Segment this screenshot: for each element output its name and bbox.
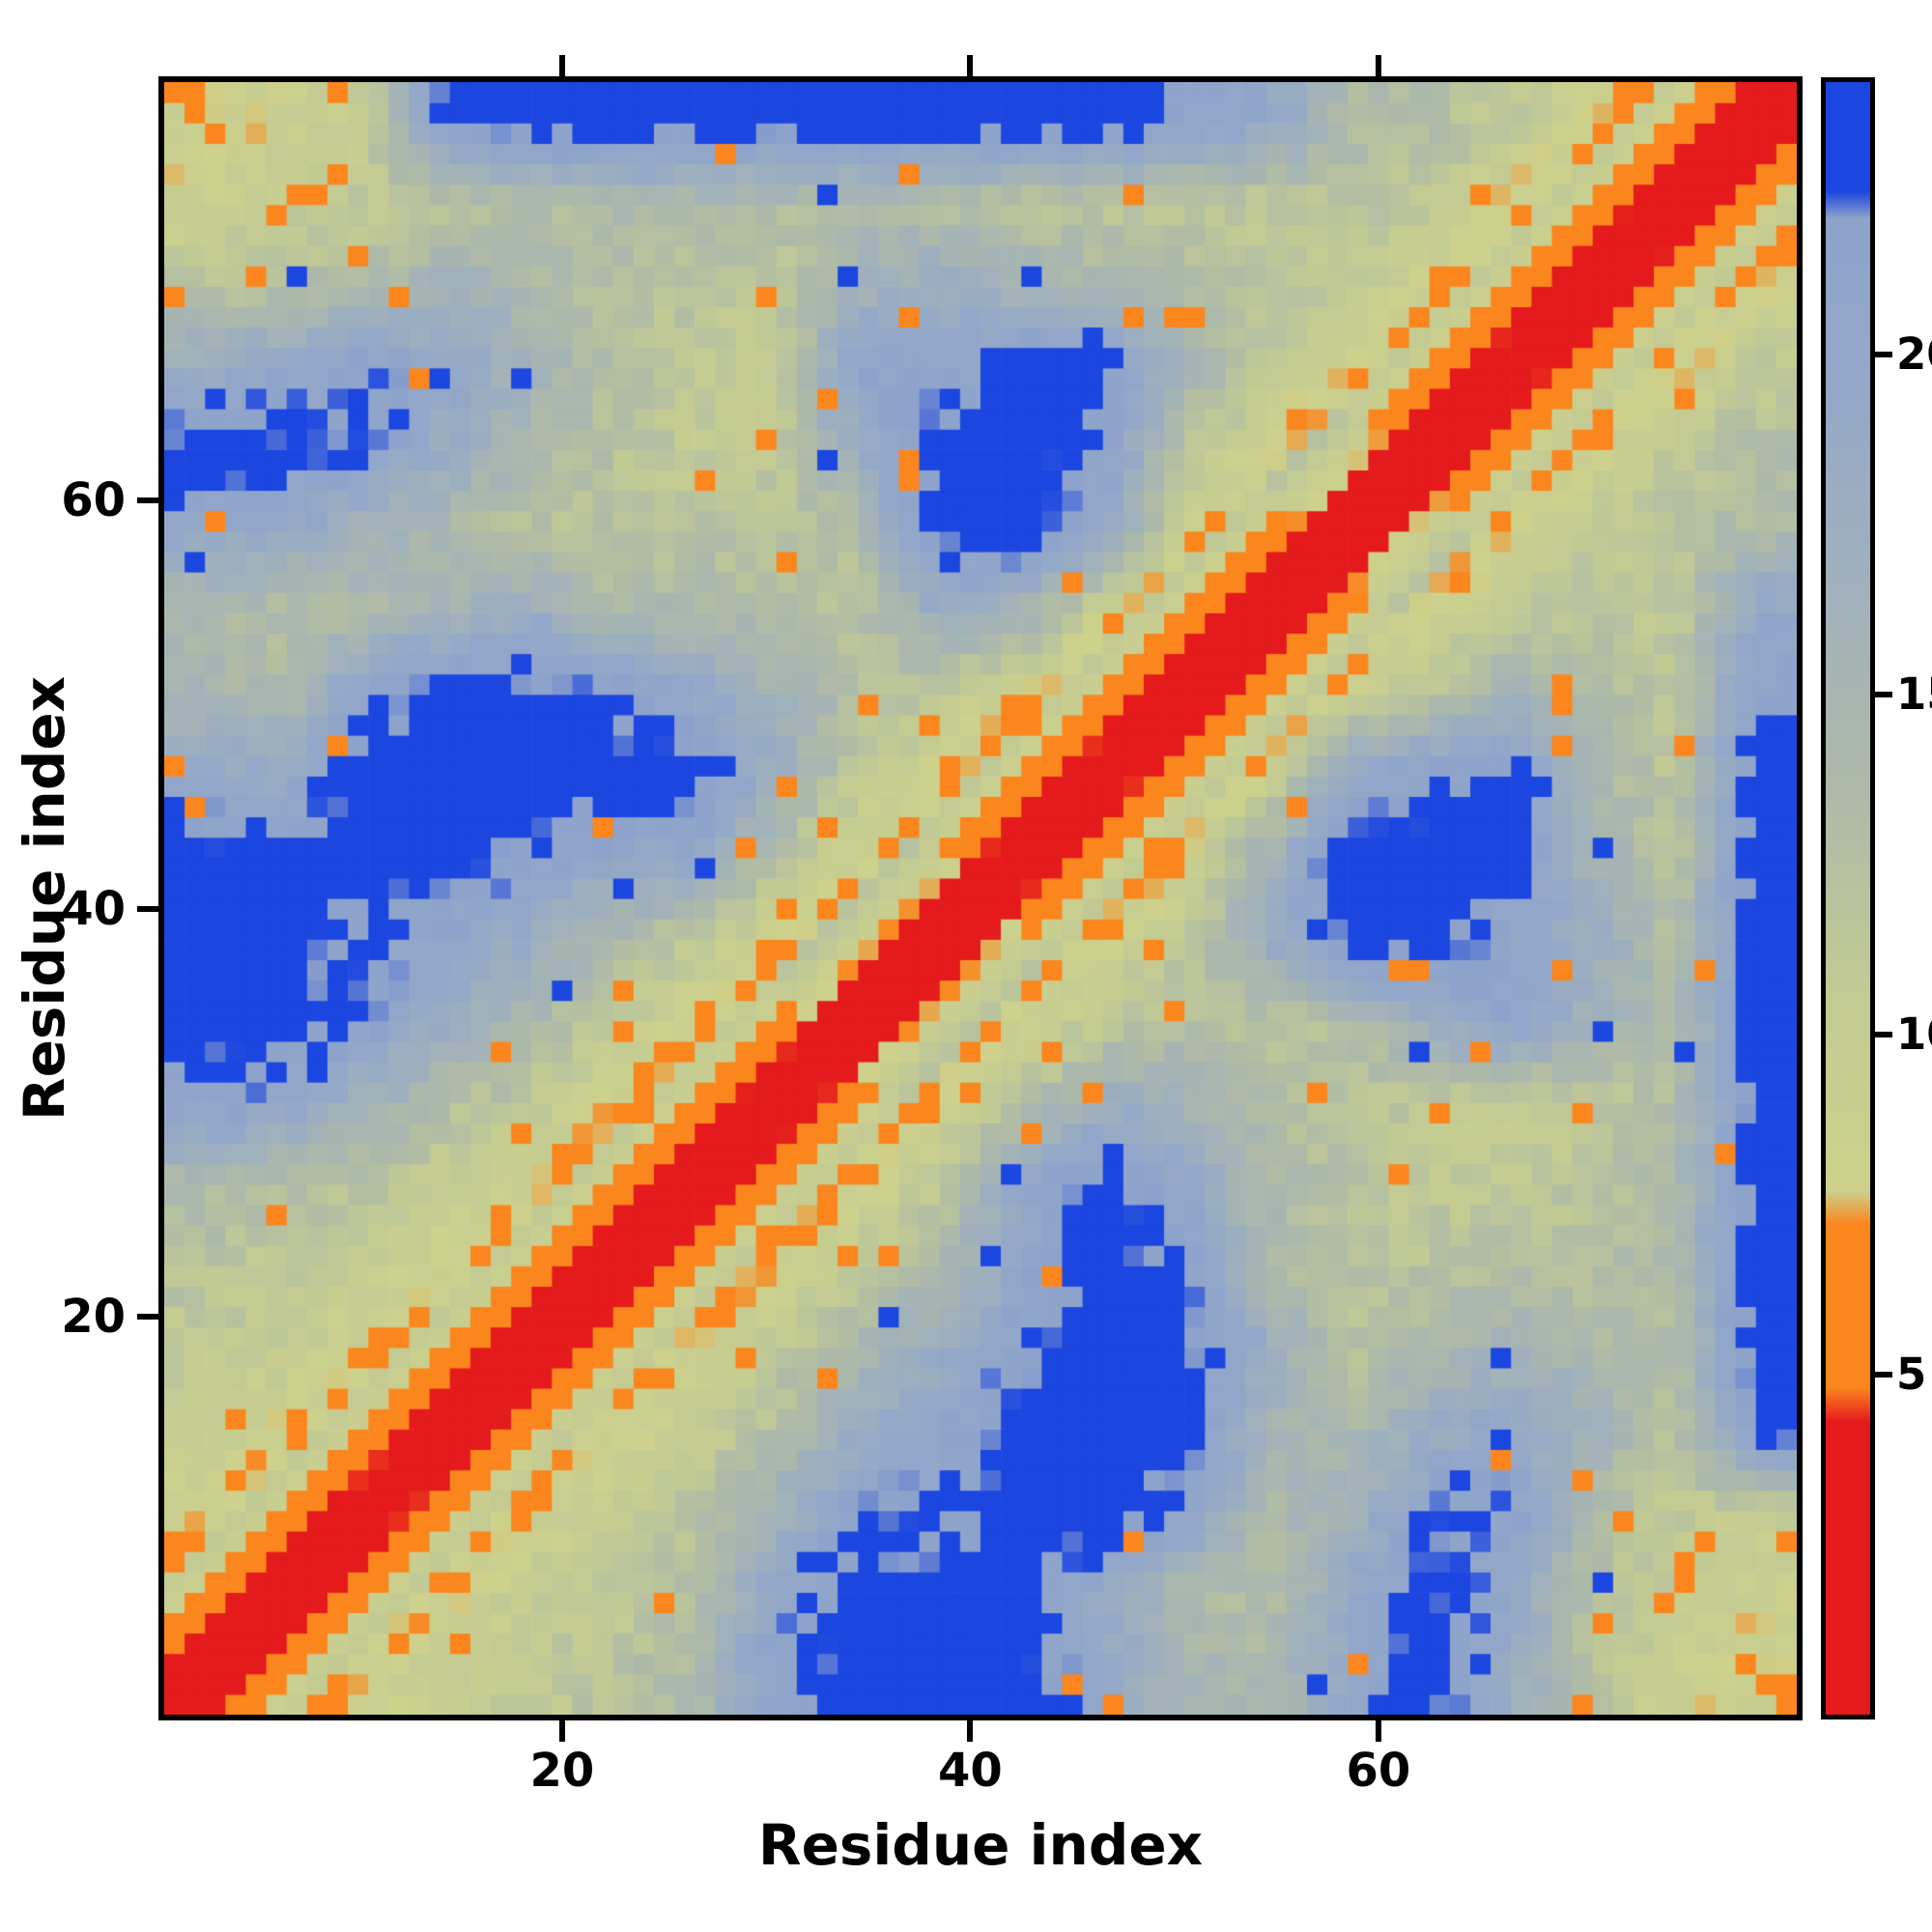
colorbar-frame: [1821, 77, 1875, 1719]
colorbar-tick-mark: [1875, 1031, 1892, 1037]
colorbar-tick-label: 5: [1896, 1348, 1927, 1400]
colorbar-tick-label: 20: [1896, 327, 1932, 380]
colorbar-tick-label: 15: [1896, 668, 1932, 720]
colorbar-tick-mark: [1875, 1371, 1892, 1378]
y-tick-mark: [137, 905, 158, 912]
colorbar-tick-mark: [1875, 351, 1892, 357]
x-tick-mark: [558, 1720, 565, 1742]
x-axis-title: Residue index: [757, 1812, 1204, 1878]
colorbar-canvas: [1826, 82, 1870, 1715]
y-tick-label: 60: [61, 473, 126, 528]
plot-frame: [158, 76, 1803, 1720]
x-tick-label: 20: [529, 1744, 595, 1798]
y-tick-label: 20: [61, 1290, 126, 1345]
y-tick-mark: [137, 1314, 158, 1321]
heatmap-canvas: [164, 82, 1797, 1715]
x-tick-mark: [967, 1720, 974, 1742]
x-top-tick-mark: [1375, 55, 1381, 76]
x-top-tick-mark: [558, 55, 565, 76]
colorbar-tick-label: 10: [1896, 1008, 1932, 1060]
x-tick-label: 40: [938, 1744, 1003, 1798]
colorbar-tick-mark: [1875, 691, 1892, 697]
y-axis-title: Residue index: [12, 675, 77, 1122]
y-tick-mark: [137, 497, 158, 504]
x-tick-label: 60: [1346, 1744, 1411, 1798]
x-top-tick-mark: [967, 55, 974, 76]
x-tick-mark: [1375, 1720, 1381, 1742]
